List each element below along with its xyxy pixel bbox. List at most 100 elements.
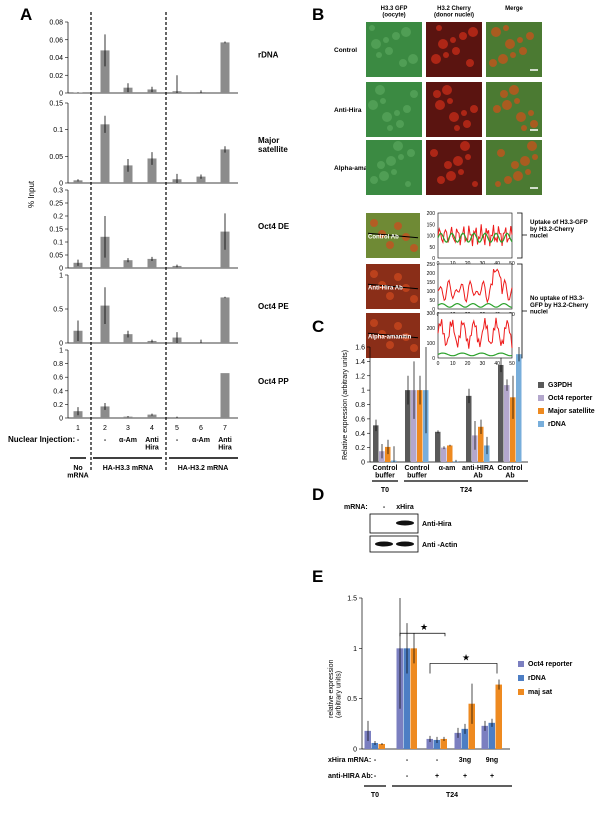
micrograph-blob xyxy=(525,169,531,175)
blot-frame xyxy=(369,513,419,534)
profile-x-tick: 30 xyxy=(480,361,486,367)
bar xyxy=(411,390,417,462)
legend-label: G3PDH xyxy=(548,382,572,389)
profile-image-blob xyxy=(386,292,394,300)
xhira-value: - xyxy=(436,757,439,764)
y-tick-label: 0 xyxy=(59,266,63,273)
micrograph-blob xyxy=(403,105,411,113)
micrograph-blob xyxy=(459,32,467,40)
panel-letter-d: D xyxy=(312,485,324,504)
y-tick-label: 0.04 xyxy=(49,55,63,62)
legend-swatch xyxy=(538,382,544,388)
profile-y-tick: 0 xyxy=(432,256,435,262)
category-label: Control Ab xyxy=(498,465,523,480)
micrograph-blob xyxy=(401,27,411,37)
target-label: Oct4 PE xyxy=(258,302,289,311)
profile-image-blob xyxy=(386,241,394,249)
blot-label: Anti -Actin xyxy=(422,542,457,549)
bar xyxy=(447,445,453,462)
bar xyxy=(100,124,110,183)
micrograph-blob xyxy=(405,181,411,187)
micrograph-blob xyxy=(438,39,448,49)
micrograph-blob xyxy=(526,32,534,40)
profile-image-blob xyxy=(378,230,386,238)
micrograph-blob xyxy=(446,171,456,181)
group-label: HA-H3.3 mRNA xyxy=(103,465,154,472)
profile-trace-red xyxy=(437,268,513,304)
micrograph-blob xyxy=(410,90,418,98)
micrograph-blob xyxy=(398,154,404,160)
bar xyxy=(371,742,378,749)
bar xyxy=(147,158,157,183)
micrograph-1 xyxy=(426,140,482,195)
anti-hira-value: - xyxy=(374,773,377,780)
bar xyxy=(417,390,423,462)
legend-label: Oct4 reporter xyxy=(528,661,573,668)
lane-number: 5 xyxy=(175,425,179,432)
micrograph-blob xyxy=(371,39,381,49)
micrograph-0 xyxy=(366,140,422,195)
micrograph-blob xyxy=(461,110,467,116)
micrograph-blob xyxy=(436,25,442,31)
lane-number: 2 xyxy=(103,425,107,432)
y-tick-label: 0.8 xyxy=(53,361,63,368)
bar xyxy=(478,426,484,462)
bar xyxy=(373,425,379,462)
bar xyxy=(495,684,502,749)
anti-hira-value: + xyxy=(435,773,439,780)
y-tick-label: 1 xyxy=(59,273,63,280)
micrograph-blob xyxy=(368,100,378,110)
panel-b: H3.3 GFP (oocyte) H3.2 Cherry (donor nuclei… xyxy=(334,6,589,367)
profile-image-blob xyxy=(410,344,418,352)
y-tick-label: 1 xyxy=(59,348,63,355)
y-tick-label: 0.05 xyxy=(49,253,63,260)
treatment-label: α-Am xyxy=(119,437,137,444)
group-label: HA-H3.2 mRNA xyxy=(178,465,229,472)
micrograph-blob xyxy=(458,169,464,175)
category-label: Control buffer xyxy=(405,465,430,480)
micrograph-blob xyxy=(514,98,520,104)
mrna-label: mRNA: xyxy=(344,504,368,511)
micrograph-blob xyxy=(369,25,375,31)
y-tick-label: 0.6 xyxy=(355,416,365,423)
micrograph-blob xyxy=(510,52,516,58)
micrograph-blob xyxy=(380,98,386,104)
micrograph-blob xyxy=(519,47,527,55)
micrograph-blob xyxy=(431,54,441,64)
profile-image-blob xyxy=(370,219,378,227)
micrograph-blob xyxy=(465,154,471,160)
bar xyxy=(220,149,230,183)
micrograph-blob xyxy=(387,125,393,131)
bar xyxy=(410,648,417,749)
row-label: anti-HIRA Ab: xyxy=(328,773,373,780)
profile-y-tick: 150 xyxy=(427,280,436,286)
treatment-label: - xyxy=(77,437,80,444)
micrograph-blob xyxy=(528,110,534,116)
micrograph-blob xyxy=(493,105,501,113)
micrograph-blob xyxy=(521,125,527,131)
category-label: α-am xyxy=(439,465,456,472)
micrograph-blob xyxy=(447,98,453,104)
legend-swatch xyxy=(518,675,524,681)
micrograph-blob xyxy=(393,141,403,151)
column-header: H3.2 Cherry (donor nuclei) xyxy=(434,6,474,19)
micrograph-blob xyxy=(382,112,392,122)
micrograph-blob xyxy=(379,171,389,181)
y-tick-label: 0.06 xyxy=(49,37,63,44)
bar xyxy=(433,739,440,749)
target-label: Oct4 DE xyxy=(258,222,290,231)
micrograph-blob xyxy=(392,32,400,40)
y-axis-title: relative expression(arbitrary units) xyxy=(328,660,343,718)
profile-y-tick: 50 xyxy=(429,298,435,304)
group-label: T24 xyxy=(446,792,458,799)
category-label: Control buffer xyxy=(373,465,398,480)
profile-y-tick: 100 xyxy=(427,234,436,240)
y-tick-label: 1.6 xyxy=(355,345,365,352)
micrograph-blob xyxy=(385,47,393,55)
target-label: Oct4 PP xyxy=(258,377,289,386)
y-tick-label: 0.15 xyxy=(49,227,63,234)
y-tick-label: 0 xyxy=(361,460,365,467)
y-tick-label: 0.25 xyxy=(49,201,63,208)
profile-line-arrow xyxy=(367,332,419,339)
